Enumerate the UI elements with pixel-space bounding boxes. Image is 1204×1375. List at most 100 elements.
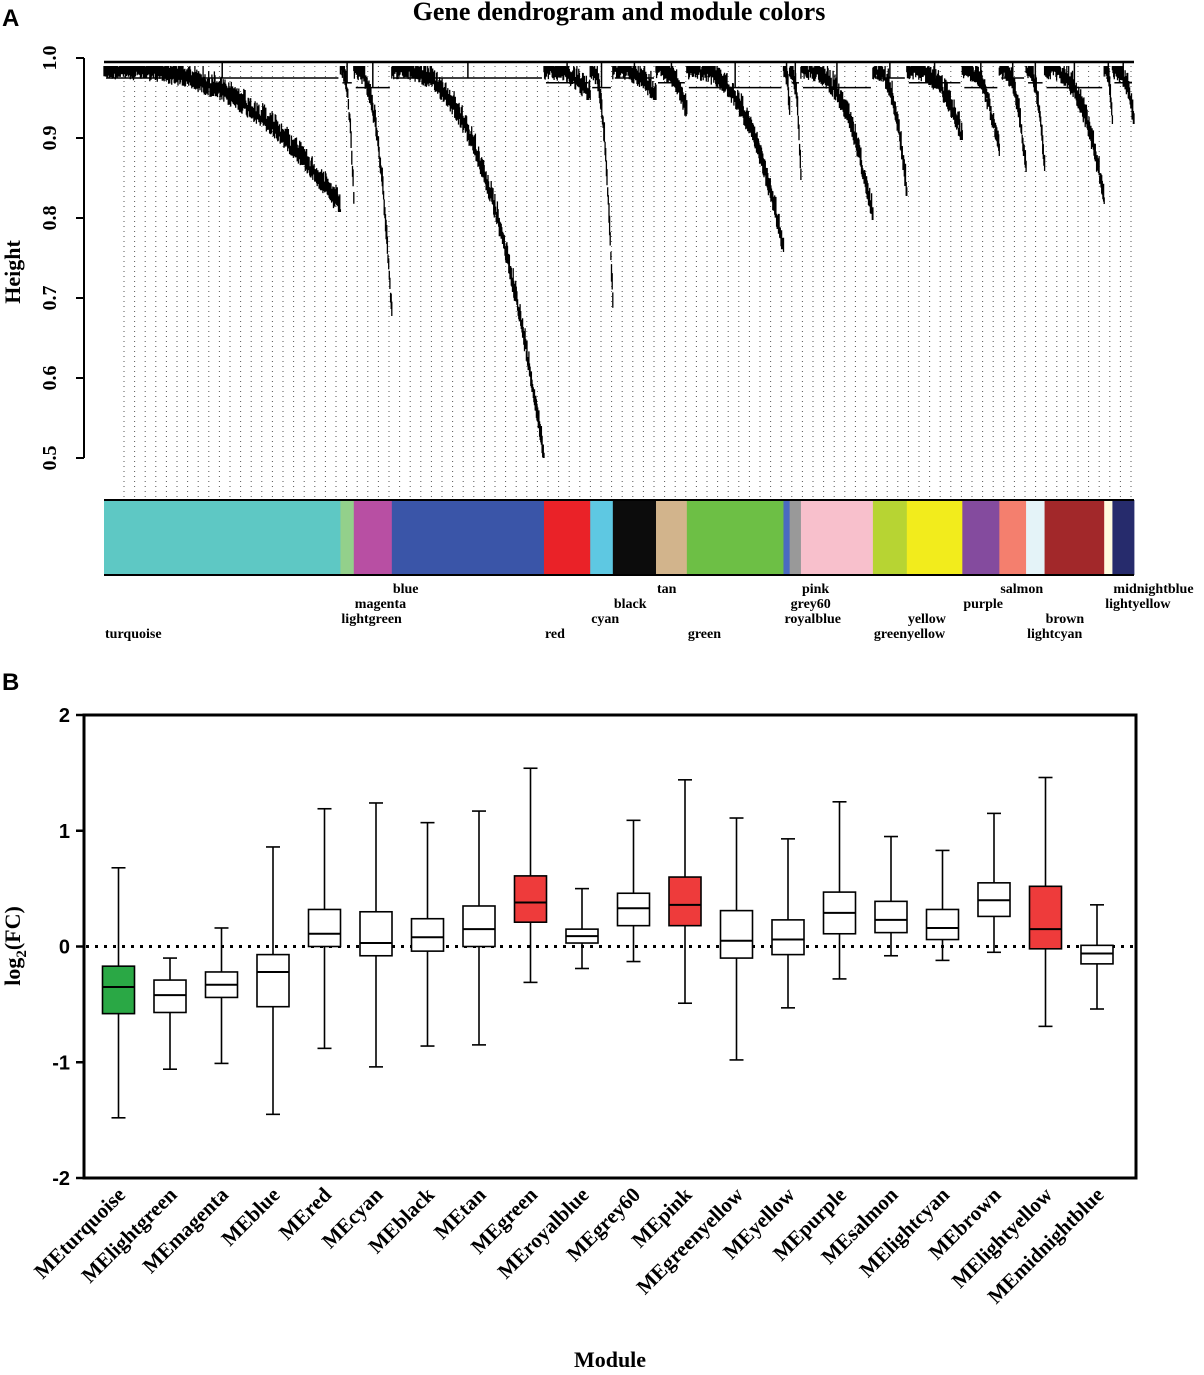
y-axis-a: 0.5 0.6 0.7 0.8 0.9 1.0 [39,46,85,471]
module-color-purple [962,500,1000,575]
dendrogram-cluster-brown [1043,66,1105,204]
boxplots [101,767,1114,1119]
boxplot-MEroyalblue [565,887,599,970]
module-label-pink: pink [802,582,829,597]
module-color-black [612,500,657,575]
box-iqr [513,875,548,923]
box-iqr [874,900,908,934]
y-tick-label-b: 2 [59,705,70,727]
module-label-yellow: yellow [908,612,947,627]
module-label-cyan: cyan [591,612,619,627]
module-color-lightcyan [1026,500,1045,575]
module-color-yellow [906,500,963,575]
module-color-blue [391,500,545,575]
boxplot-MEpurple [822,801,857,980]
module-label-lightyellow: lightyellow [1105,597,1171,612]
boxplot-MEyellow [771,838,805,1009]
dendrogram-cluster-yellow [906,66,963,140]
boxplot-MEgrey60 [616,819,651,963]
dendrogram-cluster-tan [655,66,688,116]
module-color-tan [656,500,688,575]
y-label-rest: (FC) [0,906,25,950]
boxplot-MEbrown [977,812,1011,954]
box-iqr [771,919,805,956]
y-tick-label-a: 1.0 [39,46,61,71]
module-color-turquoise [104,500,341,575]
module-label-black: black [614,597,647,612]
module-color-cyan [590,500,614,575]
boxplot-MEblue [256,846,290,1116]
dendrogram-cluster-blue [391,66,545,458]
module-color-lightgreen [340,500,355,575]
boxplot-MEturquoise [101,866,136,1119]
module-label-lightcyan: lightcyan [1027,627,1082,642]
y-tick-label-b: 1 [59,821,70,843]
panel-a: A Gene dendrogram and module colors Heig… [0,0,1194,642]
box-iqr [616,892,651,927]
module-label-grey60: grey60 [791,597,831,612]
module-color-magenta [353,500,393,575]
module-color-brown [1044,500,1105,575]
dendrogram [103,60,1135,458]
y-label-base: log [0,958,25,986]
y-tick-label-a: 0.5 [39,446,61,471]
chart-title: Gene dendrogram and module colors [413,0,826,26]
x-category-label: MEblue [216,1183,284,1251]
y-tick-label-a: 0.8 [39,206,61,231]
box-iqr [668,876,702,927]
boxplot-MEmidnightblue [1080,904,1114,1010]
module-label-royalblue: royalblue [784,612,841,627]
y-label-sub: 2 [14,950,30,958]
module-label-green: green [688,627,721,642]
y-axis-label-height: Height [0,240,25,304]
module-color-midnightblue [1112,500,1135,575]
boxplot-MEred [307,807,342,1050]
boxplot-MEpink [668,779,702,1005]
boxplot-MEblack [410,821,445,1047]
box-iqr [1028,885,1063,950]
dendrogram-cluster-salmon [998,66,1027,172]
boxplot-MElightcyan [925,849,960,962]
box-iqr [256,953,290,1008]
y-tick-label-b: -1 [52,1052,70,1074]
module-color-grey60 [789,500,802,575]
module-color-greenyellow [872,500,908,575]
box-iqr [307,908,342,948]
boxplot-MEgreen [513,767,548,984]
module-color-lightyellow [1104,500,1113,575]
boxplot-MEcyan [359,802,393,1068]
module-color-pink [800,500,874,575]
module-color-royalblue [783,500,791,575]
dendrogram-cluster-grey60 [788,66,802,180]
boxplot-MEmagenta [204,927,239,1065]
module-color-green [686,500,784,575]
module-label-salmon: salmon [1000,582,1043,597]
boxplot-MEsalmon [874,835,908,957]
x-axis-label-module: Module [574,1347,646,1372]
y-tick-label-b: 0 [59,937,70,959]
boxplot-MEgreenyellow [719,817,754,1061]
module-label-magenta: magenta [355,597,406,612]
y-axis-label-log2fc: log2(FC) [0,906,30,986]
panel-b-letter: B [2,669,19,696]
box-iqr [462,905,496,948]
box-iqr [101,965,136,1015]
module-color-salmon [999,500,1027,575]
box-iqr [153,979,187,1014]
module-color-red [543,500,591,575]
dendrogram-cluster-lightcyan [1025,66,1046,171]
module-label-greenyellow: greenyellow [874,627,946,642]
y-tick-label-a: 0.6 [39,366,61,391]
box-iqr [719,909,754,959]
module-label-blue: blue [393,582,419,597]
dendrogram-cluster-green [686,66,785,252]
module-label-turquoise: turquoise [105,627,162,642]
module-label-tan: tan [657,582,677,597]
dendrogram-cluster-magenta [353,66,393,316]
dendrogram-cluster-purple [961,66,1000,156]
y-tick-label-b: -2 [52,1168,70,1190]
y-tick-label-a: 0.7 [39,286,61,311]
module-color-bar [104,499,1135,576]
boxplot-MEtan [462,810,496,1046]
